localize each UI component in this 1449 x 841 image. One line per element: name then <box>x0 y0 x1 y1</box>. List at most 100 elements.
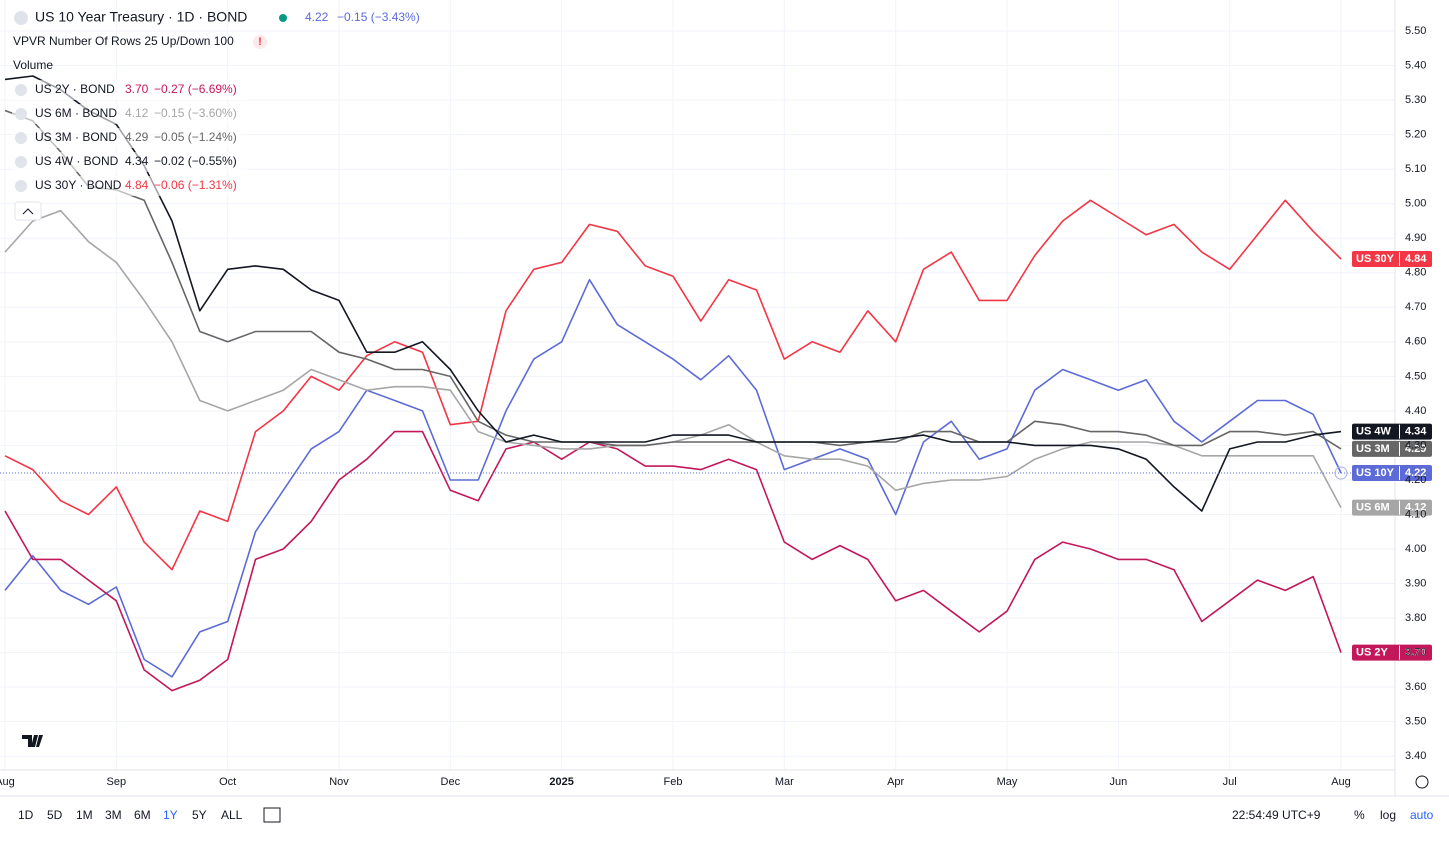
legend-last: 4.34 <box>125 154 149 168</box>
tag-name: US 4W <box>1356 426 1391 438</box>
x-tick-label: Dec <box>441 776 461 788</box>
tag-divider <box>1399 251 1400 266</box>
range-button[interactable]: 1M <box>76 808 93 822</box>
series-line <box>4 430 1342 692</box>
tag-divider <box>1399 441 1400 456</box>
price-tag <box>1352 499 1432 516</box>
legend-change: −0.05 (−1.24%) <box>154 130 237 144</box>
x-tick-label: Aug <box>0 776 15 788</box>
settings-icon[interactable] <box>1415 775 1429 789</box>
y-tick-label: 5.20 <box>1405 129 1426 141</box>
tag-divider <box>1399 466 1400 481</box>
collapse-icon <box>22 208 34 215</box>
y-tick-label: 4.00 <box>1405 543 1426 555</box>
y-tick-label: 5.50 <box>1405 25 1426 37</box>
price-tag <box>1352 465 1432 482</box>
legend-last: 4.12 <box>125 106 149 120</box>
legend-bg <box>12 80 247 100</box>
lines <box>0 75 1395 692</box>
y-tick-label: 3.70 <box>1405 647 1426 659</box>
x-tick-label: Oct <box>219 776 236 788</box>
price-tags: US 10Y 4.22 US 30Y 4.84 US 2Y 3.70 US 6M 4.12 US… <box>1352 250 1432 661</box>
legend-name: US 4W · BOND <box>35 154 119 168</box>
date-range-icon[interactable] <box>263 807 281 823</box>
legend-name: US 30Y · BOND <box>35 178 122 192</box>
scale-option[interactable]: auto <box>1410 808 1434 822</box>
y-tick-label: 5.00 <box>1405 198 1426 210</box>
legend-icon <box>15 108 27 120</box>
legend: US 2Y · BOND 3.70 −0.27 (−6.69%) US 6M · BO… <box>12 80 247 196</box>
legend-change: −0.06 (−1.31%) <box>154 178 237 192</box>
tag-name: US 6M <box>1356 501 1390 513</box>
legend-icon <box>15 84 27 96</box>
y-tick-label: 3.80 <box>1405 612 1426 624</box>
x-tick-label: Jul <box>1223 776 1237 788</box>
legend-bg <box>12 104 247 124</box>
icon <box>14 11 28 25</box>
tag-value: 4.12 <box>1405 501 1426 513</box>
market-status <box>279 14 287 22</box>
y-tick-label: 4.90 <box>1405 232 1426 244</box>
scale-option[interactable]: % <box>1354 808 1365 822</box>
x-tick-label: Jun <box>1109 776 1127 788</box>
warning-icon[interactable] <box>253 35 267 49</box>
y-tick-label: 4.50 <box>1405 370 1426 382</box>
y-tick-label: 3.40 <box>1405 750 1426 762</box>
range-button[interactable]: 6M <box>134 808 151 822</box>
legend-icon <box>15 132 27 144</box>
legend-bg <box>12 152 247 172</box>
tag-divider <box>1399 424 1400 439</box>
range-button[interactable]: 1Y <box>163 808 178 822</box>
range-button[interactable]: 3M <box>105 808 122 822</box>
tag-value: 4.84 <box>1405 253 1427 265</box>
warning-mark: ! <box>258 36 262 48</box>
series-line <box>4 75 1342 512</box>
y-tick-label: 4.60 <box>1405 336 1426 348</box>
series-line <box>4 199 1342 571</box>
legend-last: 4.29 <box>125 130 149 144</box>
legend-name: US 3M · BOND <box>35 130 117 144</box>
tag-name: US 3M <box>1356 443 1390 455</box>
legend-name: US 6M · BOND <box>35 106 117 120</box>
y-tick-label: 4.10 <box>1405 508 1426 520</box>
legend-change: −0.15 (−3.60%) <box>154 106 237 120</box>
tag-name: US 2Y <box>1356 647 1388 659</box>
range-button[interactable]: 1D <box>18 808 34 822</box>
price-tag <box>1352 250 1432 267</box>
x-tick-label: 2025 <box>549 776 573 788</box>
x-tick-label: May <box>997 776 1018 788</box>
legend-bg <box>12 128 247 148</box>
legend-icon <box>15 180 27 192</box>
tag-name: US 10Y <box>1356 467 1395 479</box>
x-tick-label: Apr <box>887 776 904 788</box>
header-change: −0.15 (−3.43%) <box>337 10 420 24</box>
legend-icon <box>15 156 27 168</box>
header-last: 4.22 <box>305 10 329 24</box>
x-tick-label: Mar <box>775 776 794 788</box>
range-button[interactable]: ALL <box>221 808 243 822</box>
y-tick-label: 3.90 <box>1405 577 1426 589</box>
tag-divider <box>1399 500 1400 515</box>
tag-value: 4.29 <box>1405 443 1426 455</box>
legend-bg <box>12 176 247 196</box>
tag-value: 3.70 <box>1405 647 1426 659</box>
y-tick-label: 5.40 <box>1405 60 1426 72</box>
range-button[interactable]: 5D <box>47 808 63 822</box>
series-line <box>4 109 1342 450</box>
scale-option[interactable]: log <box>1380 808 1396 822</box>
clock: 22:54:49 UTC+9 <box>1232 808 1321 822</box>
range-button[interactable]: 5Y <box>192 808 207 822</box>
price-tag <box>1352 423 1432 440</box>
y-tick-label: 4.30 <box>1405 439 1426 451</box>
x-tick-label: Nov <box>329 776 349 788</box>
collapse-button[interactable] <box>14 201 42 221</box>
legend-last: 4.84 <box>125 178 149 192</box>
y-tick-label: 4.40 <box>1405 405 1426 417</box>
y-tick-label: 4.70 <box>1405 301 1426 313</box>
logo-mark <box>22 735 43 747</box>
header: US 10 Year Treasury · 1D · BOND 4.22 −0.… <box>13 9 420 221</box>
y-tick-label: 4.80 <box>1405 267 1426 279</box>
